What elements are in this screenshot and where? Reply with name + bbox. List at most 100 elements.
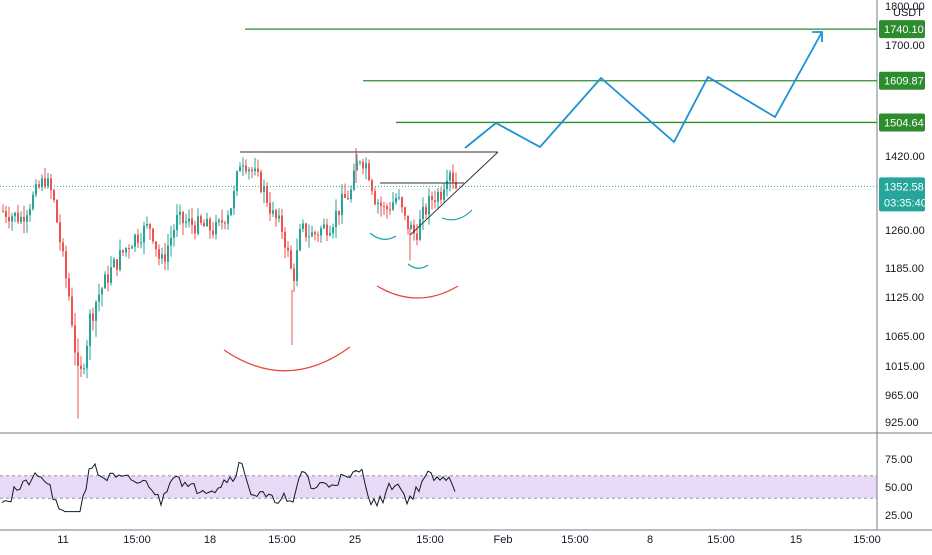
candle-body	[263, 186, 265, 192]
candle-body	[452, 172, 454, 183]
candle-body	[188, 218, 190, 222]
candle-body	[254, 168, 256, 172]
candles	[2, 148, 457, 419]
time-tick-label: 8	[647, 534, 653, 546]
time-tick-label: 11	[57, 534, 68, 546]
candle-body	[269, 202, 271, 214]
candle-body	[5, 211, 7, 218]
candle-body	[395, 198, 397, 203]
candle-body	[353, 170, 355, 190]
candle-body	[62, 242, 64, 252]
time-tick-label: 15:00	[123, 534, 151, 546]
currency-label: USDT	[893, 7, 923, 19]
candle-body	[41, 178, 43, 188]
time-tick-label: 15:00	[561, 534, 589, 546]
candle-body	[101, 288, 103, 295]
candle-body	[449, 172, 451, 181]
candle-body	[98, 294, 100, 302]
candle-body	[236, 171, 238, 192]
price-tick-label: 1260.00	[885, 225, 925, 237]
candle-body	[215, 222, 217, 235]
candle-body	[407, 215, 409, 229]
candle-body	[86, 345, 88, 369]
candle-body	[29, 208, 31, 216]
candle-body	[440, 192, 442, 200]
candle-body	[437, 192, 439, 202]
time-tick-label: 18	[204, 534, 216, 546]
candle-body	[26, 215, 28, 222]
rsi-pane[interactable]: 25.00 50.00 75.00	[0, 454, 913, 522]
candle-body	[320, 228, 322, 236]
candle-body	[59, 222, 61, 243]
candle-body	[131, 246, 133, 249]
candle-body	[233, 191, 235, 209]
candle-body	[425, 206, 427, 215]
price-tick-label: 1065.00	[885, 331, 925, 343]
projection-arrowhead	[812, 31, 823, 42]
candle-body	[8, 217, 10, 222]
candle-body	[74, 325, 76, 353]
candle-body	[35, 184, 37, 195]
current-price-label: 1352.58	[884, 181, 924, 193]
candle-body	[278, 215, 280, 219]
candle-body	[431, 196, 433, 201]
candle-body	[104, 274, 106, 289]
time-tick-label: 15	[790, 534, 802, 546]
candle-body	[116, 259, 118, 270]
countdown-label: 03:35:40	[884, 197, 927, 209]
level-badge	[879, 20, 925, 39]
candle-body	[164, 254, 166, 262]
candle-body	[113, 259, 115, 268]
candle-body	[377, 202, 379, 205]
candle-body	[83, 368, 85, 370]
candle-body	[140, 242, 142, 244]
price-tick-label: 1800.00	[885, 1, 925, 13]
candle-body	[347, 197, 349, 200]
candle-body	[17, 212, 19, 222]
pattern-arc	[376, 285, 459, 299]
price-tick-label: 1185.00	[885, 263, 924, 275]
candle-body	[341, 193, 343, 215]
candle-body	[146, 223, 148, 226]
price-axis[interactable]: USDT 925.00 965.00 1015.00 1065.00 1125.00 11…	[876, 0, 927, 530]
candle-body	[332, 227, 334, 234]
candle-body	[338, 210, 340, 215]
candle-body	[176, 215, 178, 231]
rsi-tick-label: 50.00	[885, 482, 913, 494]
candle-body	[413, 224, 415, 234]
candle-body	[311, 232, 313, 237]
time-tick-label: Feb	[494, 534, 513, 546]
level-badge	[879, 113, 925, 132]
candle-body	[212, 230, 214, 235]
candle-body	[203, 222, 205, 227]
level-badge-label: 1504.64	[884, 117, 924, 129]
candle-body	[167, 245, 169, 262]
candle-body	[125, 247, 127, 253]
candle-body	[350, 189, 352, 200]
level-badge-label: 1740.10	[884, 24, 924, 36]
candle-body	[326, 224, 328, 236]
candle-body	[359, 161, 361, 163]
price-tick-label: 1015.00	[885, 361, 925, 373]
candle-body	[422, 206, 424, 220]
candle-body	[443, 189, 445, 200]
main-price-pane[interactable]	[0, 28, 932, 434]
candle-body	[11, 216, 13, 222]
candle-body	[266, 186, 268, 203]
time-axis[interactable]: 11 15:00 18 15:00 25 15:00 Feb 15:00 8 15:00 15 15:…	[0, 529, 932, 546]
candle-body	[53, 190, 55, 201]
candle-body	[248, 169, 250, 172]
candle-body	[185, 221, 187, 224]
candle-body	[401, 197, 403, 208]
candle-body	[365, 163, 367, 169]
candle-body	[305, 223, 307, 238]
candle-body	[329, 233, 331, 236]
price-tick-label: 925.00	[885, 417, 919, 429]
candle-body	[218, 220, 220, 223]
candle-body	[389, 209, 391, 211]
candle-body	[455, 182, 457, 189]
candle-body	[77, 352, 79, 366]
pattern-arc	[369, 232, 397, 240]
